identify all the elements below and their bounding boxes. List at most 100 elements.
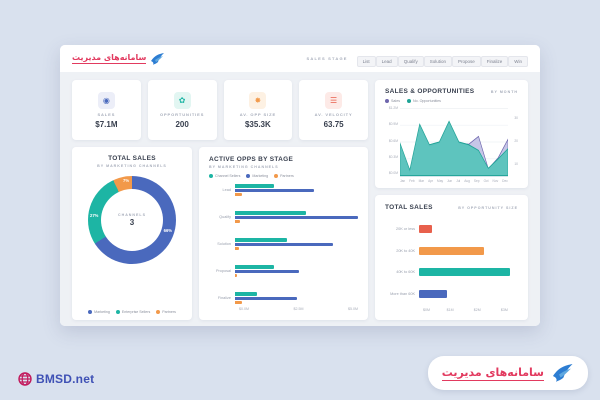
stage-row-bars — [235, 265, 358, 277]
legend-item-marketing: Marketing — [246, 174, 268, 178]
topbar: سامانه‌های مدیریت SALES STAGE ListLeadQu… — [60, 45, 540, 72]
stage-button-propose[interactable]: Propose — [452, 56, 481, 67]
legend-item-enterprise-sellers: Enterprise Sellers — [116, 310, 150, 314]
sales-stage-label: SALES STAGE — [307, 56, 348, 61]
stage-row-solution: Solution — [209, 238, 358, 250]
bar-partners[interactable] — [235, 220, 240, 223]
legend-label: Sales — [391, 99, 400, 103]
donut-center-label: CHANNELS — [118, 213, 146, 217]
size-row-20k-or-less: 20K or less — [385, 225, 518, 233]
stage-button-win[interactable]: Win — [508, 56, 528, 67]
legend-label: Partners — [280, 174, 294, 178]
kpi-card-av-velocity[interactable]: ☰AV. VELOCITY63.75 — [299, 80, 368, 140]
stage-row-proposal: Proposal — [209, 265, 358, 277]
bmsd-footer[interactable]: BMSD.net — [18, 372, 94, 386]
stage-row-label: Proposal — [209, 269, 235, 273]
size-row-bar[interactable] — [419, 290, 447, 298]
brand-logo-text: سامانه‌های مدیریت — [72, 53, 146, 64]
legend-label: Marketing — [94, 310, 110, 314]
brand-footer-pill[interactable]: سامانه‌های مدیریت — [428, 356, 588, 390]
stage-row-bars — [235, 238, 358, 250]
area-yaxis: $1.2M$0.9M$0.6M$0.3M$0.0M — [385, 106, 400, 183]
bar-partners[interactable] — [235, 193, 242, 196]
slice-value-marketing: 66% — [164, 228, 172, 233]
bar-partners[interactable] — [235, 301, 242, 304]
bar-marketing[interactable] — [235, 216, 358, 220]
kpi-value: $35.3K — [245, 120, 271, 129]
y-tick-right: 30 — [508, 116, 518, 120]
bar-marketing[interactable] — [235, 297, 297, 301]
slice-value-partners: 7% — [123, 178, 129, 183]
donut-chart: CHANNELS 3 66% 27% 7% — [88, 176, 176, 264]
bird-icon — [149, 52, 165, 66]
legend-dot — [385, 99, 389, 103]
stage-button-lead[interactable]: Lead — [376, 56, 398, 67]
legend-dot — [274, 174, 278, 178]
hbar-xaxis: $0M$1M$2M$3M — [423, 308, 518, 315]
sales-stage-filter: SALES STAGE ListLeadQualifySolutionPropo… — [307, 50, 528, 68]
area-xaxis: JanFebMarAprMayJunJulAugSepOctNovDec — [400, 179, 508, 183]
bar-partners[interactable] — [235, 274, 237, 277]
stage-button-finalize[interactable]: Finalize — [481, 56, 509, 67]
legend-label: Channel Sellers — [215, 174, 240, 178]
bmsd-site-text: BMSD.net — [36, 372, 94, 386]
y-tick: $0.6M — [385, 139, 398, 143]
x-tick-month: Oct — [484, 179, 489, 183]
stage-button-solution[interactable]: Solution — [424, 56, 452, 67]
bar-channel-sellers[interactable] — [235, 211, 306, 215]
hbar-subtitle: BY OPPORTUNITY SIZE — [458, 206, 518, 210]
area-plot-svg[interactable] — [400, 106, 508, 178]
active-opps-title: ACTIVE OPPS BY STAGE — [209, 156, 358, 163]
legend-label: Enterprise Sellers — [122, 310, 150, 314]
kpi-card-opportunities[interactable]: ✿OPPORTUNITIES200 — [148, 80, 217, 140]
size-row-bar[interactable] — [419, 225, 432, 233]
legend-label: Partners — [162, 310, 176, 314]
x-tick-month: Sep — [474, 179, 480, 183]
brand-footer-text: سامانه‌های مدیریت — [442, 366, 544, 381]
bar-marketing[interactable] — [235, 243, 333, 247]
size-row-track — [419, 247, 518, 255]
x-tick-month: Apr — [428, 179, 433, 183]
x-tick-month: Dec — [502, 179, 508, 183]
bar-channel-sellers[interactable] — [235, 184, 274, 188]
x-tick-month: Feb — [409, 179, 415, 183]
bar-marketing[interactable] — [235, 270, 299, 274]
legend-label: Marketing — [252, 174, 268, 178]
brand-logo: سامانه‌های مدیریت — [72, 52, 165, 66]
kpi-card-sales[interactable]: ◉SALES$7.1M — [72, 80, 141, 140]
legend-dot — [156, 310, 160, 314]
dashboard-panel: سامانه‌های مدیریت SALES STAGE ListLeadQu… — [60, 45, 540, 326]
x-tick-month: Jun — [447, 179, 452, 183]
stage-row-label: Finalize — [209, 296, 235, 300]
legend-dot — [209, 174, 213, 178]
left-column: ◉SALES$7.1M✿OPPORTUNITIES200✸AV. OPP SIZ… — [72, 80, 368, 320]
legend-dot — [407, 99, 411, 103]
hbar-rows: 20K or less20K to 40K40K to 60KMore than… — [385, 218, 518, 305]
bar-partners[interactable] — [235, 247, 239, 250]
active-opps-card: ACTIVE OPPS BY STAGE BY MARKETING CHANNE… — [199, 147, 368, 320]
globe-icon — [18, 372, 32, 386]
bar-marketing[interactable] — [235, 189, 314, 193]
bar-channel-sellers[interactable] — [235, 292, 257, 296]
size-row-bar[interactable] — [419, 247, 484, 255]
stage-row-bars — [235, 184, 358, 196]
legend-item-channel-sellers: Channel Sellers — [209, 174, 240, 178]
stage-button-list[interactable]: List — [357, 56, 376, 67]
kpi-card-av-opp-size[interactable]: ✸AV. OPP SIZE$35.3K — [224, 80, 293, 140]
gear-icon: ✿ — [174, 92, 191, 109]
size-row-bar[interactable] — [419, 268, 510, 276]
stage-button-qualify[interactable]: Qualify — [398, 56, 424, 67]
kpi-value: 200 — [175, 120, 188, 129]
bar-channel-sellers[interactable] — [235, 238, 287, 242]
x-tick: $0.0M — [239, 307, 249, 311]
donut-card-title: TOTAL SALES — [108, 155, 156, 162]
size-row-label: 40K to 60K — [385, 270, 419, 274]
stage-row-label: Qualify — [209, 215, 235, 219]
area-title: SALES & OPPORTUNITIES — [385, 88, 474, 95]
meter-icon: ☰ — [325, 92, 342, 109]
bar-channel-sellers[interactable] — [235, 265, 274, 269]
lower-chart-row: TOTAL SALES BY MARKETING CHANNELS CHANNE… — [72, 147, 368, 320]
bird-icon — [550, 362, 574, 384]
x-tick-month: Nov — [493, 179, 499, 183]
kpi-label: SALES — [97, 112, 115, 117]
